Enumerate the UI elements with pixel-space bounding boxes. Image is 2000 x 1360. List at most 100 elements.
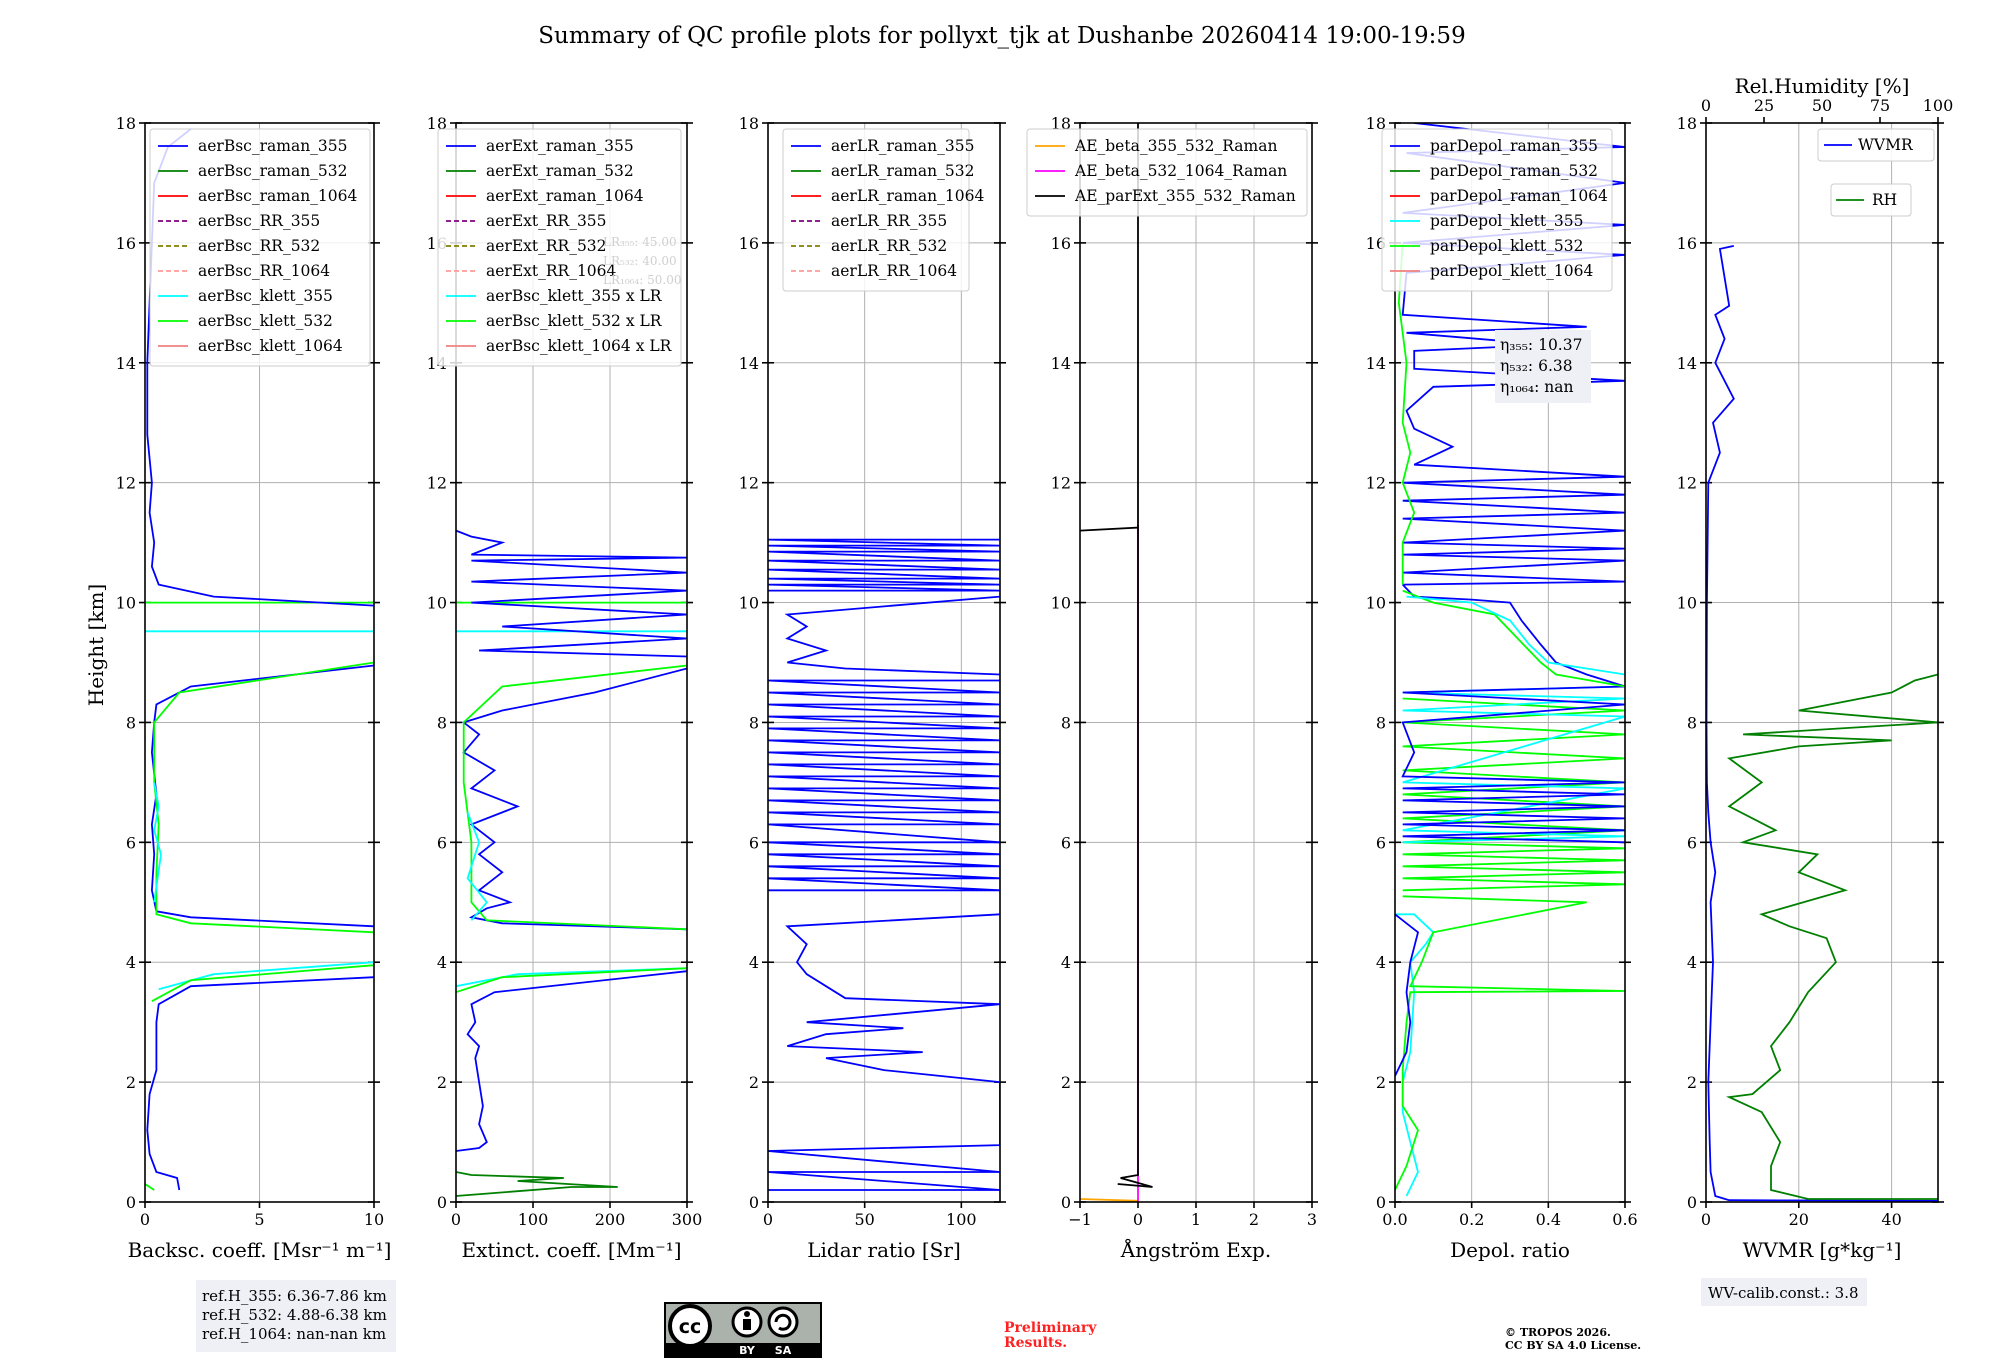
x-tick-label: 0.4 bbox=[1536, 1210, 1561, 1229]
y-tick-label: 8 bbox=[1687, 713, 1697, 732]
x-axis-label: Ångström Exp. bbox=[1120, 1237, 1271, 1262]
legend-entry: AE_parExt_355_532_Raman bbox=[1074, 187, 1296, 205]
y-tick-label: 2 bbox=[437, 1073, 447, 1092]
y-tick-label: 6 bbox=[1061, 833, 1071, 852]
legend-entry: parDepol_raman_532 bbox=[1430, 162, 1598, 180]
x2-tick-label: 100 bbox=[1923, 96, 1954, 115]
y-tick-label: 6 bbox=[1687, 833, 1697, 852]
series-line bbox=[1080, 1198, 1139, 1202]
panel-lr: 0 2 4 6 8 10 12 14 16 18 0 50 100 Lidar ratio [Sr] aer… bbox=[739, 114, 1006, 1262]
x-tick-label: 0 bbox=[1701, 1210, 1711, 1229]
legend-entry: parDepol_klett_1064 bbox=[1430, 262, 1593, 280]
series-line bbox=[1401, 685, 1625, 844]
legend-entry: parDepol_raman_1064 bbox=[1430, 187, 1608, 205]
x-axis-label: WVMR [g*kg⁻¹] bbox=[1743, 1238, 1902, 1262]
series-line bbox=[1725, 673, 1938, 1200]
y-tick-label: 18 bbox=[1677, 114, 1697, 133]
series-line bbox=[768, 538, 1000, 592]
x-tick-label: 40 bbox=[1881, 1210, 1901, 1229]
series-line bbox=[1395, 913, 1420, 1077]
series-line bbox=[158, 961, 374, 991]
legend-entry: RH bbox=[1872, 191, 1897, 209]
copyright-line1: © TROPOS 2026. bbox=[1505, 1326, 1611, 1339]
plot-frame bbox=[144, 122, 375, 1203]
y-tick-label: 16 bbox=[739, 234, 759, 253]
lr-annotation: LR₅₃₂: 40.00 bbox=[603, 254, 677, 268]
y-tick-label: 10 bbox=[1051, 594, 1071, 613]
panel-depol: 0 2 4 6 8 10 12 14 16 18 0.0 0.2 0.4 0.6 Depol. ratio p… bbox=[1366, 114, 1638, 1262]
x-tick-label: 50 bbox=[854, 1210, 874, 1229]
series-line bbox=[1402, 583, 1625, 688]
y-axis-label: Height [km] bbox=[84, 584, 108, 706]
x-tick-label: −1 bbox=[1068, 1210, 1092, 1229]
sa-icon bbox=[767, 1306, 799, 1338]
plot-frame bbox=[1394, 122, 1626, 1203]
series-line bbox=[456, 967, 687, 994]
x-tick-label: 0 bbox=[763, 1210, 773, 1229]
wv-calib-box: WV-calib.const.: 3.8 bbox=[1701, 1278, 1867, 1306]
series-line bbox=[1706, 245, 1938, 1202]
y-tick-label: 6 bbox=[1376, 833, 1386, 852]
y-tick-label: 12 bbox=[1051, 474, 1071, 493]
y-tick-label: 8 bbox=[1376, 713, 1386, 732]
y-tick-label: 10 bbox=[116, 594, 136, 613]
plot-frame bbox=[455, 122, 688, 1203]
legend-entry: aerExt_RR_532 bbox=[486, 237, 607, 255]
legend-entry: aerLR_raman_532 bbox=[831, 162, 974, 180]
cc-sa-label: SA bbox=[775, 1344, 792, 1357]
legend-entry: aerExt_RR_1064 bbox=[486, 262, 617, 280]
legend-entry: WVMR bbox=[1858, 136, 1914, 154]
x-tick-label: 3 bbox=[1307, 1210, 1317, 1229]
series-group-ae bbox=[1080, 123, 1153, 1202]
series-line bbox=[462, 664, 687, 931]
legend-ext: aerExt_raman_355 aerExt_raman_532 aerExt_r… bbox=[437, 128, 682, 367]
legend-entry: AE_beta_355_532_Raman bbox=[1074, 137, 1277, 155]
x-tick-label: 0 bbox=[451, 1210, 461, 1229]
legend-entry: parDepol_klett_532 bbox=[1430, 237, 1583, 255]
x-tick-label: 5 bbox=[254, 1210, 264, 1229]
series-line bbox=[456, 529, 687, 658]
legend-entry: aerBsc_klett_1064 x LR bbox=[486, 337, 673, 355]
series-line bbox=[456, 1171, 618, 1197]
x-tick-label: 100 bbox=[518, 1210, 549, 1229]
x2-tick-label: 25 bbox=[1754, 96, 1774, 115]
legend-entry: aerExt_raman_1064 bbox=[486, 187, 644, 205]
legend-entry: aerLR_raman_355 bbox=[831, 137, 974, 155]
wv-calib-text: WV-calib.const.: 3.8 bbox=[1708, 1284, 1859, 1302]
legend-entry: aerBsc_RR_1064 bbox=[198, 262, 330, 280]
series-line bbox=[1402, 589, 1625, 688]
y-tick-label: 0 bbox=[126, 1193, 136, 1212]
y-tick-label: 4 bbox=[1061, 953, 1071, 972]
legend-entry: aerLR_RR_532 bbox=[831, 237, 947, 255]
y-tick-label: 0 bbox=[1687, 1193, 1697, 1212]
series-line bbox=[1406, 595, 1625, 676]
series-line bbox=[461, 667, 687, 931]
y-tick-label: 12 bbox=[1677, 474, 1697, 493]
y-tick-label: 4 bbox=[1687, 953, 1697, 972]
x-tick-label: 10 bbox=[364, 1210, 384, 1229]
x-axis-label: Extinct. coeff. [Mm⁻¹] bbox=[461, 1238, 681, 1262]
ref-height-box: ref.H_355: 6.36-7.86 km ref.H_532: 4.88-… bbox=[196, 1280, 396, 1352]
y-tick-label: 18 bbox=[1051, 114, 1071, 133]
y-tick-label: 4 bbox=[126, 953, 136, 972]
x-tick-label: 0.6 bbox=[1612, 1210, 1637, 1229]
series-line bbox=[784, 595, 1000, 676]
y-tick-label: 0 bbox=[1061, 1193, 1071, 1212]
plot-frame bbox=[767, 122, 1001, 1203]
lr-annotation: LR₃₅₅: 45.00 bbox=[603, 235, 677, 249]
ref-line-1064: ref.H_1064: nan-nan km bbox=[202, 1325, 386, 1343]
x-axis-label: Depol. ratio bbox=[1450, 1238, 1570, 1262]
y-tick-label: 2 bbox=[749, 1073, 759, 1092]
figure-title: Summary of QC profile plots for pollyxt_… bbox=[538, 23, 1465, 49]
legend-entry: aerBsc_klett_355 bbox=[198, 287, 333, 305]
y-tick-label: 16 bbox=[1051, 234, 1071, 253]
legend-depol: parDepol_raman_355 parDepol_raman_532 parD… bbox=[1381, 128, 1613, 292]
ref-line-355: ref.H_355: 6.36-7.86 km bbox=[202, 1287, 387, 1305]
legend-entry: aerBsc_raman_1064 bbox=[198, 187, 358, 205]
x-tick-label: 300 bbox=[672, 1210, 703, 1229]
series-line bbox=[146, 976, 374, 1191]
legend-entry: aerExt_raman_532 bbox=[486, 162, 634, 180]
